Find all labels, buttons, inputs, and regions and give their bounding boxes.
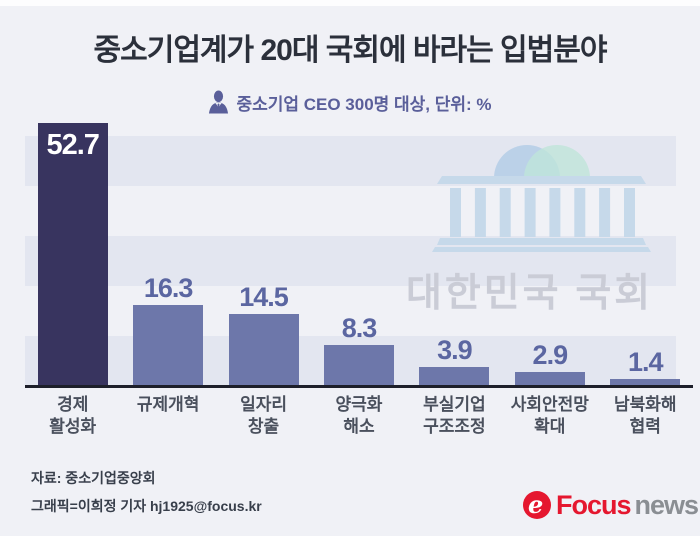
bar	[133, 305, 204, 386]
x-axis-line	[25, 385, 693, 388]
logo-brand-text: Focus	[556, 489, 632, 520]
credit-text: 그래픽=이희정 기자 hj1925@focus.kr	[31, 498, 262, 514]
page-title: 중소기업계가 20대 국회에 바라는 입법분야	[93, 34, 608, 67]
bar-value-label: 14.5	[239, 282, 289, 312]
bar-value-label: 3.9	[437, 335, 473, 365]
svg-text:e: e	[528, 490, 543, 519]
bar	[228, 314, 299, 386]
bar-value-label: 1.4	[627, 347, 664, 377]
bar-value-label: 2.9	[532, 340, 569, 370]
watermark-text: 대한민국 국회	[406, 272, 654, 315]
businessman-icon	[208, 90, 229, 114]
category-label: 양극화 해소	[335, 395, 383, 436]
bar-group: 2.9	[502, 116, 597, 386]
category-label: 남북화해 협력	[613, 395, 677, 436]
category-label: 경제 활성화	[49, 395, 97, 436]
bar	[514, 372, 585, 386]
bar-group: 16.3	[120, 116, 215, 386]
category-label: 사회안전망 확대	[510, 395, 589, 436]
bar-group: 14.5	[216, 116, 311, 386]
focusnews-swirl-icon: e	[522, 490, 552, 520]
bar	[323, 345, 394, 386]
top-border-strip	[0, 0, 700, 6]
logo-suffix-text: news	[634, 489, 700, 520]
focusnews-logo: e Focus news	[522, 488, 700, 522]
assembly-building-icon	[432, 134, 672, 261]
category-label: 부실기업 구조조정	[423, 395, 486, 436]
subtitle-text: 중소기업 CEO 300명 대상, 단위: %	[236, 94, 492, 114]
bar-group: 8.3	[311, 116, 406, 386]
source-text: 자료: 중소기업중앙회	[31, 470, 156, 486]
bar-group: 3.9	[407, 116, 502, 386]
subtitle: 중소기업 CEO 300명 대상, 단위: %	[0, 89, 700, 115]
category-label: 일자리 창출	[240, 395, 288, 436]
bar-chart: 52.7 16.3 14.5 8.3 3.9 2.9 1.4	[25, 116, 693, 386]
bar-value-label: 8.3	[341, 313, 378, 343]
category-label: 규제개혁	[136, 395, 200, 414]
bar-group: 1.4	[598, 116, 693, 386]
bar-value-label: 16.3	[143, 273, 194, 303]
category-labels: 경제 활성화 규제개혁 일자리 창출 양극화 해소 부실기업 구조조정 사회안전망 확대 남…	[25, 394, 693, 438]
bar	[610, 379, 681, 386]
bar-group: 52.7	[25, 116, 120, 386]
bar	[419, 367, 490, 386]
bar-value-label: 52.7	[46, 129, 99, 161]
bar	[37, 123, 108, 386]
